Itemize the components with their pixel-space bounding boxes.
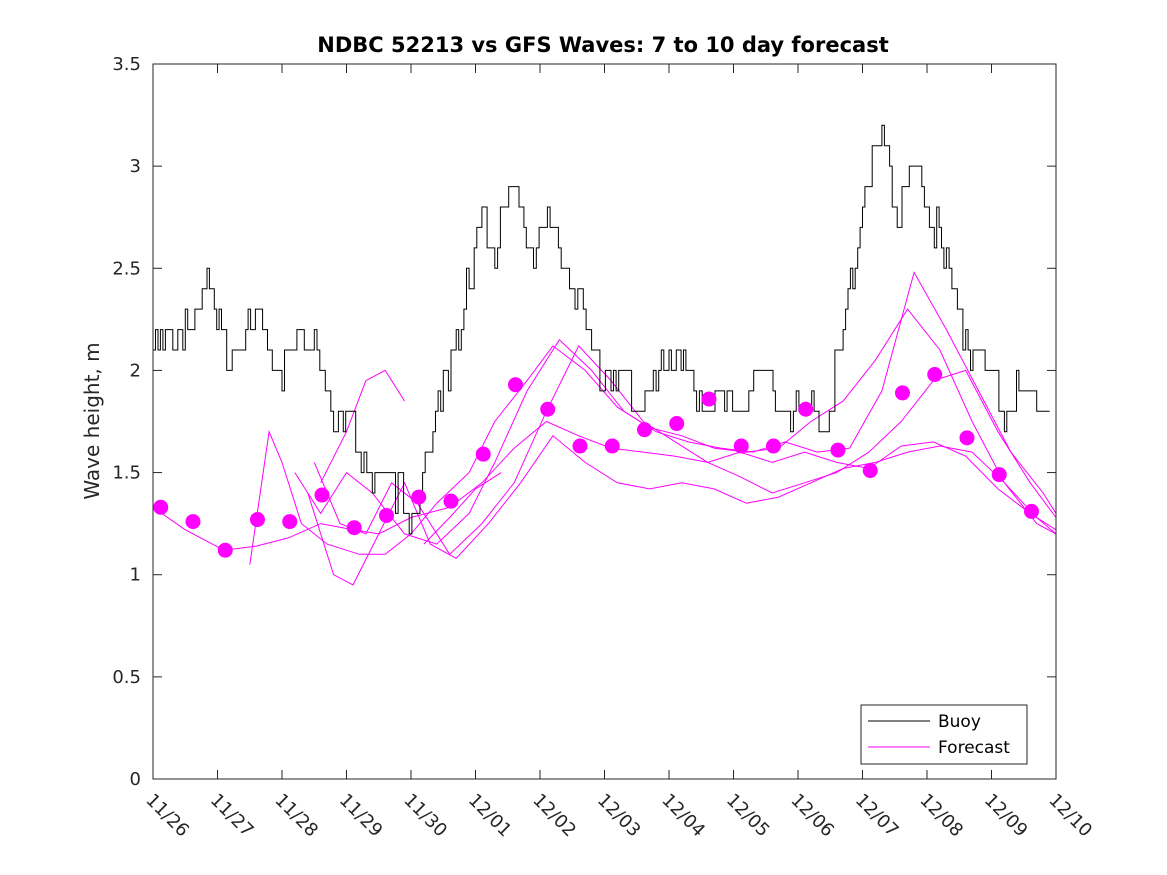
forecast-marker — [540, 401, 556, 417]
forecast-marker — [733, 438, 749, 454]
forecast-marker — [927, 367, 943, 383]
y-tick-label: 1.5 — [112, 463, 141, 484]
chart-title: NDBC 52213 vs GFS Waves: 7 to 10 day for… — [317, 33, 888, 57]
forecast-markers — [153, 367, 1039, 558]
forecast-marker — [572, 438, 588, 454]
forecast-marker — [443, 493, 459, 509]
forecast-marker — [249, 512, 265, 528]
forecast-marker — [1023, 503, 1039, 519]
forecast-marker — [346, 520, 362, 536]
y-tick-label: 1 — [130, 565, 141, 586]
legend-box — [860, 704, 1028, 765]
y-tick-label: 0 — [130, 769, 141, 790]
forecast-line — [320, 369, 406, 484]
y-tick-label: 2.5 — [112, 258, 141, 279]
y-axis: 0 0.5 1 1.5 2 2.5 3 3.5 — [112, 54, 1056, 790]
forecast-marker — [669, 416, 685, 432]
legend-forecast-label: Forecast — [938, 738, 1010, 758]
legend: Buoy Forecast — [860, 704, 1028, 765]
y-tick-label: 2 — [130, 360, 141, 381]
forecast-marker — [153, 499, 169, 515]
forecast-line — [294, 271, 1057, 545]
forecast-marker — [185, 514, 201, 530]
forecast-marker — [862, 463, 878, 479]
forecast-marker — [765, 438, 781, 454]
forecast-marker — [314, 487, 330, 503]
forecast-marker — [217, 542, 233, 558]
y-tick-label: 3 — [130, 156, 141, 177]
y-axis-label: Wave height, m — [80, 342, 104, 499]
forecast-marker — [604, 438, 620, 454]
forecast-marker — [830, 442, 846, 458]
y-tick-label: 3.5 — [112, 54, 141, 75]
forecast-marker — [507, 377, 523, 393]
forecast-marker — [959, 430, 975, 446]
legend-buoy-label: Buoy — [938, 712, 981, 732]
forecast-marker — [411, 489, 427, 505]
y-tick-label: 0.5 — [112, 667, 141, 688]
forecast-marker — [378, 507, 394, 523]
forecast-marker — [475, 446, 491, 462]
buoy-series — [153, 124, 1050, 535]
buoy-line — [153, 124, 1050, 535]
forecast-marker — [798, 401, 814, 417]
forecast-line — [423, 472, 502, 545]
forecast-marker — [636, 422, 652, 438]
forecast-line — [249, 308, 1057, 565]
forecast-marker — [991, 467, 1007, 483]
forecast-marker — [282, 514, 298, 530]
forecast-marker — [894, 385, 910, 401]
plot-background — [153, 64, 1056, 779]
forecast-line — [307, 435, 1057, 586]
forecast-marker — [701, 391, 717, 407]
